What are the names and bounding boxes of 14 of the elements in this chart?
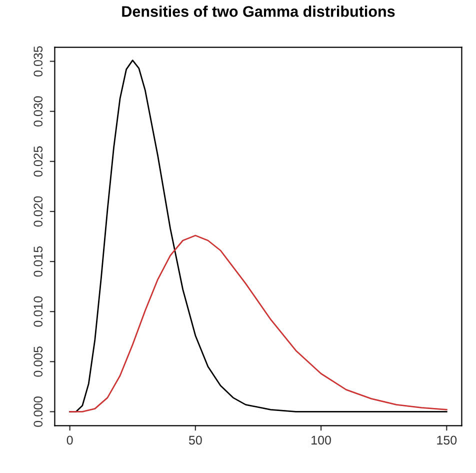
y-tick-label: 0.035: [34, 46, 43, 76]
y-tick-label: 0.000: [34, 396, 43, 427]
line-series: [69, 234, 448, 412]
chart-title: Densities of two Gamma distributions: [122, 6, 395, 17]
x-tick-label: 0: [66, 436, 73, 445]
x-tick-label: 50: [188, 436, 202, 445]
x-tick-label: 100: [312, 436, 331, 445]
y-tick-label: 0.005: [34, 346, 43, 377]
y-tick-label: 0.010: [34, 296, 43, 327]
y-tick-label: 0.030: [34, 96, 43, 127]
y-tick-label: 0.025: [34, 146, 43, 177]
y-tick-label: 0.020: [34, 196, 43, 227]
y-tick-label: 0.015: [34, 246, 43, 277]
x-tick-label: 150: [437, 436, 457, 445]
